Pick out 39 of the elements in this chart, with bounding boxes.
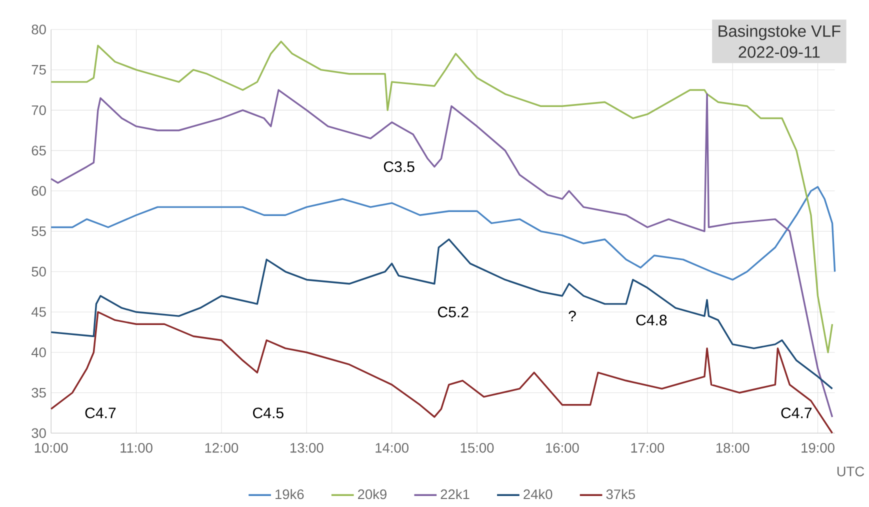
chart-title: Basingstoke VLF: [718, 24, 840, 40]
x-tick-label: 19:00: [802, 443, 834, 453]
annotation: C3.5: [384, 161, 414, 172]
y-tick-label: 55: [32, 226, 46, 236]
annotation: C4.7: [85, 408, 116, 418]
y-tick-label: 60: [32, 186, 46, 196]
x-tick-label: 16:00: [546, 443, 579, 453]
line-series: [50, 89, 834, 418]
legend-label: 20k9: [358, 489, 386, 500]
line-series: [50, 40, 834, 354]
x-tick-label: 15:00: [460, 443, 494, 453]
legend-label: 19k6: [276, 489, 304, 500]
x-tick-label: 11:00: [120, 443, 152, 453]
y-tick-label: 45: [31, 307, 46, 317]
y-tick-label: 65: [32, 146, 46, 156]
line-series: [50, 238, 834, 390]
text: 2022-09-11: [738, 46, 820, 58]
x-tick-label: 17:00: [631, 443, 664, 453]
legend-label: 22k1: [440, 489, 470, 500]
y-tick-label: 70: [32, 105, 46, 116]
annotation: C4.7: [781, 408, 812, 418]
legend-label: 24k0: [524, 489, 552, 500]
x-tick-label: 10:00: [34, 443, 68, 453]
legend-label: 37k5: [606, 489, 635, 500]
annotation: ?: [568, 310, 576, 322]
annotation: C4.5: [253, 408, 284, 418]
y-tick-label: 80: [32, 24, 46, 34]
x-tick-label: 14:00: [376, 443, 408, 453]
y-tick-label: 40: [31, 348, 46, 358]
x-tick-label: 13:00: [290, 443, 324, 453]
y-tick-label: 35: [32, 388, 46, 398]
annotation: C5.2: [438, 306, 468, 318]
y-tick-label: 50: [32, 266, 46, 277]
annotation: C4.8: [636, 314, 667, 326]
x-tick-label: 18:00: [716, 443, 750, 453]
y-tick-label: 75: [32, 65, 46, 75]
x-axis-title: UTC: [837, 466, 864, 476]
y-tick-label: 30: [32, 428, 46, 438]
x-tick-label: 12:00: [205, 443, 238, 453]
